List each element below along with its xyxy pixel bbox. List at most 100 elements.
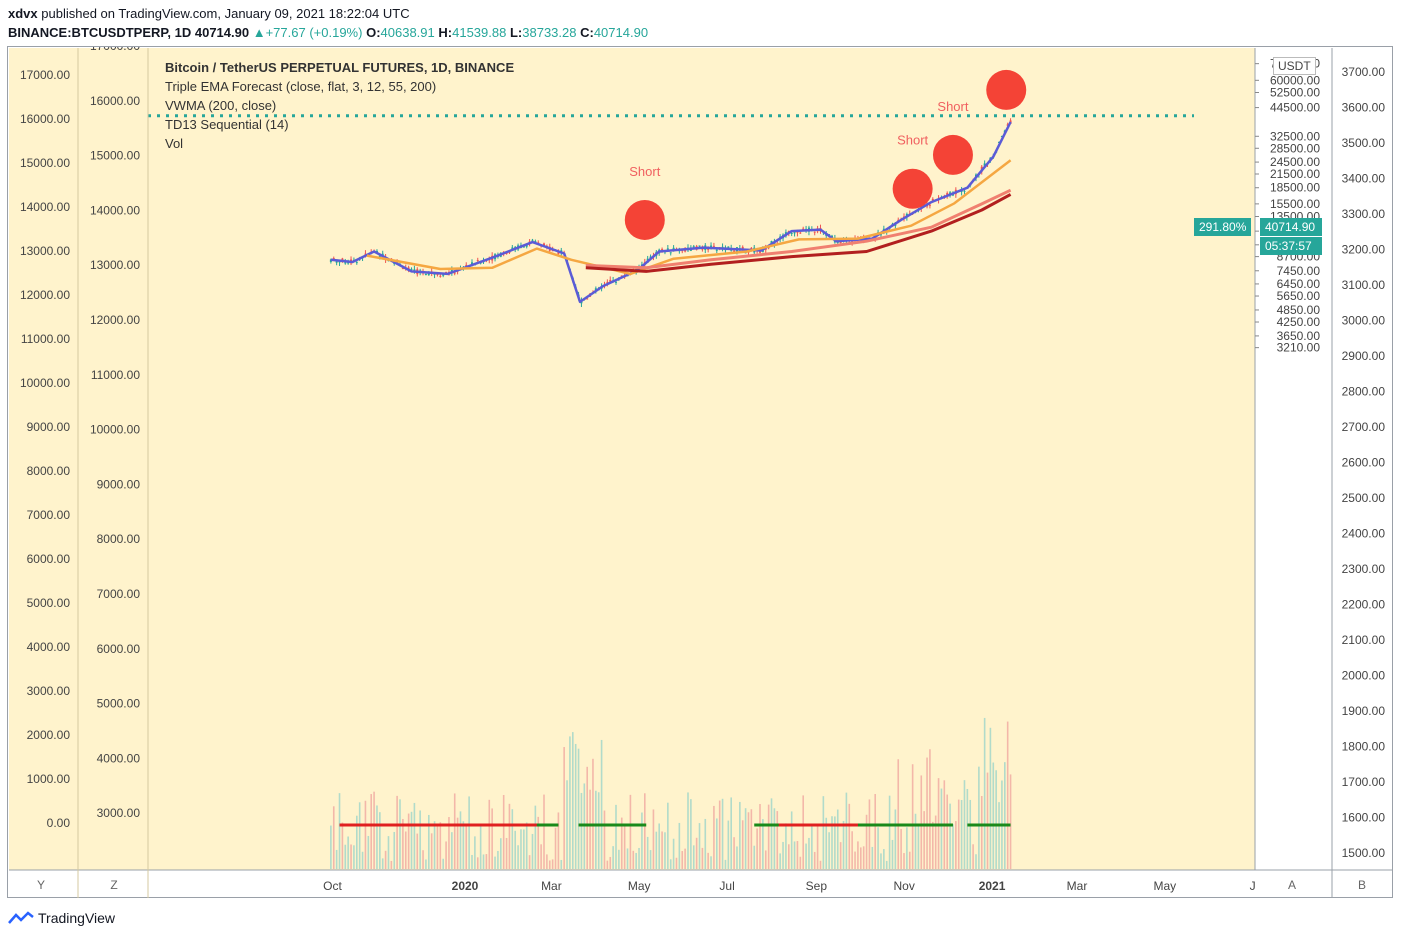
volume-bar (358, 802, 361, 869)
plot-background (9, 48, 1255, 870)
candle-body (347, 262, 350, 264)
change-value: +77.67 (+0.19%) (265, 25, 363, 40)
candle-body (551, 250, 554, 252)
candle-body (796, 231, 799, 233)
volume-bar (612, 846, 614, 869)
low-value: 38733.28 (522, 25, 577, 40)
volume-bar (998, 802, 1000, 869)
volume-bar (537, 816, 540, 869)
x-tick-label: May (628, 879, 651, 893)
x-tick-label: J (1250, 879, 1256, 893)
y-axis-button[interactable]: Y (36, 878, 45, 892)
volume-bar (381, 858, 384, 869)
left-axis-1-label: 14000.00 (20, 200, 70, 214)
currency-label[interactable]: USDT (1273, 57, 1316, 75)
volume-bar (776, 811, 779, 869)
auto-scale-button[interactable]: A (1287, 878, 1296, 892)
volume-bar (860, 847, 862, 869)
legend-vwma[interactable]: VWMA (200, close) (165, 98, 277, 113)
legend-triple-ema[interactable]: Triple EMA Forecast (close, flat, 3, 12,… (165, 79, 437, 94)
candle-body (534, 241, 537, 243)
right-axis-label: 2200.00 (1342, 598, 1386, 612)
short-signal-marker (624, 199, 665, 240)
volume-bar (687, 792, 689, 869)
close-label: C: (580, 25, 594, 40)
left-axis-1-label: 11000.00 (21, 332, 70, 346)
volume-bar (592, 758, 594, 869)
candle-body (983, 163, 986, 166)
volume-bar (767, 804, 770, 869)
volume-bar (695, 837, 698, 869)
right-axis-label: 2500.00 (1342, 491, 1386, 505)
volume-bar (335, 849, 338, 869)
volume-bar (906, 827, 908, 869)
legend-title: Bitcoin / TetherUS PERPETUAL FUTURES, 1D… (165, 60, 515, 75)
volume-bar (880, 853, 882, 869)
right-axis-label: 2400.00 (1342, 527, 1386, 541)
volume-bar (548, 860, 551, 869)
volume-bar (952, 824, 954, 869)
volume-bar (629, 794, 632, 869)
volume-bar (344, 844, 347, 869)
legend-td13[interactable]: TD13 Sequential (14) (165, 117, 289, 132)
volume-bar (620, 817, 623, 869)
volume-bar (563, 747, 565, 869)
volume-bar (436, 825, 439, 869)
volume-bar (885, 860, 888, 869)
volume-bar (788, 844, 790, 869)
volume-bar (390, 860, 393, 869)
right-axis-label: 3300.00 (1342, 207, 1386, 221)
volume-bar (782, 841, 784, 869)
volume-bar (609, 856, 612, 869)
price-axis-label: 6450.00 (1277, 277, 1321, 291)
right-axis-label: 2700.00 (1342, 420, 1386, 434)
left-axis-1-label: 13000.00 (20, 244, 70, 258)
volume-bar (580, 792, 583, 869)
volume-bar (736, 846, 738, 869)
left-axis-1-label: 2000.00 (27, 728, 71, 742)
x-tick-label: 2021 (979, 879, 1006, 893)
z-axis-button[interactable]: Z (110, 878, 118, 892)
right-axis-label: 2900.00 (1342, 349, 1386, 363)
volume-bar (796, 841, 799, 869)
chart-frame[interactable]: Short Short Short Short Oct 2020 Mar May Jul Sep… (7, 46, 1393, 898)
left-axis-2-label: 10000.00 (90, 423, 140, 437)
volume-bar (517, 845, 519, 869)
b-axis-button[interactable]: B (1357, 878, 1366, 892)
volume-bar (989, 727, 992, 869)
volume-bar (923, 811, 925, 869)
volume-bar (618, 849, 620, 869)
volume-bar (799, 856, 802, 869)
volume-bar (402, 818, 404, 869)
price-axis-label: 60000.00 (1270, 73, 1320, 87)
volume-bar (747, 812, 750, 869)
price-chart[interactable]: Short Short Short Short Oct 2020 Mar May Jul Sep… (8, 47, 1394, 899)
left-axis-1-label: 1000.00 (27, 772, 71, 786)
x-tick-label: 2020 (452, 879, 479, 893)
tradingview-logo[interactable]: TradingView (8, 910, 115, 926)
volume-bar (908, 851, 911, 869)
volume-bar (387, 836, 390, 869)
volume-bar (1004, 762, 1006, 869)
volume-bar (681, 851, 684, 869)
volume-bar (502, 794, 505, 869)
candle-body (531, 239, 534, 241)
right-axis-label: 3200.00 (1342, 243, 1386, 257)
publish-info: xdvx published on TradingView.com, Janua… (8, 6, 410, 21)
legend-volume[interactable]: Vol (165, 136, 184, 151)
volume-bar (511, 809, 514, 869)
candle-body (1000, 135, 1003, 137)
volume-bar (718, 800, 721, 869)
price-axis-label: 3650.00 (1277, 329, 1321, 343)
volume-bar (525, 822, 528, 869)
volume-bar (367, 835, 370, 869)
volume-bar (692, 845, 695, 869)
volume-bar (917, 823, 920, 869)
volume-bar (848, 803, 851, 869)
candle-body (355, 262, 358, 264)
candle-body (692, 246, 695, 248)
volume-bar (741, 820, 744, 869)
volume-bar (474, 836, 476, 869)
price-axis-label: 18500.00 (1270, 181, 1320, 195)
volume-bar (543, 794, 545, 869)
